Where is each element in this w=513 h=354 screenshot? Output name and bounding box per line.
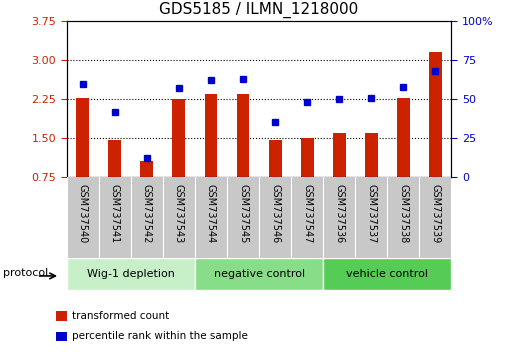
Text: GSM737539: GSM737539 <box>430 183 440 243</box>
Text: vehicle control: vehicle control <box>346 269 428 279</box>
Bar <box>333 133 346 177</box>
Title: GDS5185 / ILMN_1218000: GDS5185 / ILMN_1218000 <box>160 2 359 18</box>
Bar <box>76 98 89 177</box>
Text: protocol: protocol <box>3 268 49 278</box>
Text: GSM737541: GSM737541 <box>110 183 120 243</box>
Bar <box>205 94 218 177</box>
Bar <box>397 98 410 177</box>
Text: GSM737546: GSM737546 <box>270 183 280 243</box>
Bar <box>301 138 313 177</box>
FancyBboxPatch shape <box>195 258 323 290</box>
Bar <box>269 140 282 177</box>
Text: GSM737537: GSM737537 <box>366 183 376 243</box>
Text: transformed count: transformed count <box>72 310 169 321</box>
Text: GSM737536: GSM737536 <box>334 183 344 243</box>
Bar <box>55 332 67 341</box>
Text: GSM737538: GSM737538 <box>399 183 408 243</box>
Bar <box>172 99 185 177</box>
Text: GSM737542: GSM737542 <box>142 183 152 243</box>
Text: GSM737543: GSM737543 <box>174 183 184 243</box>
Bar <box>141 161 153 177</box>
Text: GSM737540: GSM737540 <box>78 183 88 243</box>
Text: negative control: negative control <box>213 269 305 279</box>
Text: percentile rank within the sample: percentile rank within the sample <box>72 331 248 341</box>
Text: Wig-1 depletion: Wig-1 depletion <box>87 269 175 279</box>
Bar <box>55 312 67 321</box>
Bar <box>365 133 378 177</box>
FancyBboxPatch shape <box>67 258 195 290</box>
Text: GSM737547: GSM737547 <box>302 183 312 243</box>
Bar <box>236 94 249 177</box>
Text: GSM737545: GSM737545 <box>238 183 248 243</box>
Bar <box>108 139 121 177</box>
FancyBboxPatch shape <box>323 258 451 290</box>
Text: GSM737544: GSM737544 <box>206 183 216 243</box>
Bar <box>429 52 442 177</box>
